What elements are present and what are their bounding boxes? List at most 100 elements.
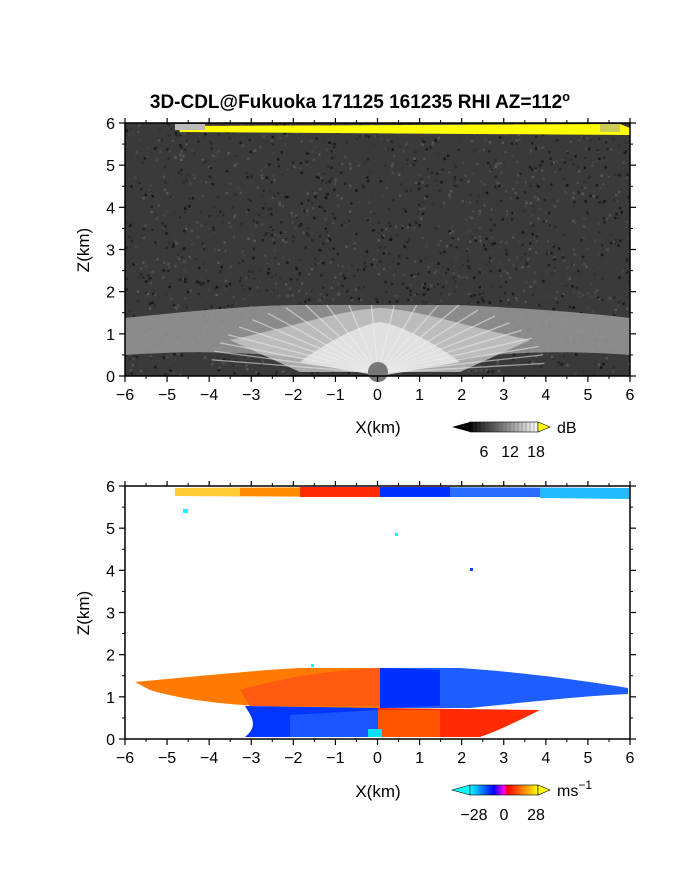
noise-grain (206, 177, 210, 180)
noise-grain (237, 261, 241, 265)
noise-grain (380, 234, 384, 237)
noise-grain (266, 262, 269, 265)
noise-grain (390, 140, 393, 144)
noise-grain (163, 188, 167, 192)
noise-grain (212, 228, 216, 232)
noise-grain (619, 146, 622, 149)
noise-grain (157, 204, 161, 207)
noise-grain (134, 263, 138, 266)
noise-grain (202, 244, 206, 248)
noise-grain (278, 277, 282, 280)
noise-grain (517, 133, 521, 137)
noise-grain (425, 244, 428, 248)
noise-grain (153, 304, 157, 307)
noise-grain (596, 152, 599, 156)
noise-grain (445, 269, 448, 273)
x-tick-label: −4 (200, 750, 218, 767)
noise-grain (264, 254, 267, 257)
noise-grain (591, 164, 594, 167)
noise-grain (624, 171, 628, 174)
noise-grain (422, 207, 426, 210)
noise-grain (144, 291, 148, 295)
beam-ray (214, 350, 379, 374)
noise-grain (306, 227, 310, 230)
noise-grain (314, 151, 317, 154)
noise-grain (547, 151, 551, 154)
noise-grain (624, 141, 628, 145)
noise-grain (245, 171, 248, 175)
noise-grain (315, 175, 318, 179)
noise-grain (150, 210, 153, 214)
noise-grain (611, 370, 615, 373)
noise-grain (422, 293, 426, 296)
noise-grain (604, 141, 608, 144)
noise-grain (622, 161, 625, 164)
noise-grain (215, 142, 218, 145)
noise-grain (326, 222, 329, 225)
noise-grain (155, 158, 159, 162)
noise-grain (238, 280, 242, 283)
reflectivity-colorbar-tick: 12 (501, 444, 519, 461)
noise-grain (489, 165, 492, 168)
noise-grain (498, 136, 502, 139)
noise-grain (421, 212, 425, 215)
noise-grain (599, 187, 602, 190)
noise-grain (541, 146, 545, 149)
noise-grain (392, 198, 395, 202)
noise-grain (167, 134, 171, 137)
noise-grain (596, 195, 599, 199)
noise-grain (178, 278, 182, 281)
noise-grain (566, 364, 569, 367)
noise-grain (544, 140, 547, 143)
noise-grain (144, 264, 148, 268)
noise-grain (286, 294, 290, 297)
noise-grain (480, 271, 484, 274)
noise-grain (571, 285, 574, 288)
noise-grain (366, 179, 370, 183)
noise-grain (207, 227, 211, 230)
noise-grain (460, 178, 463, 182)
noise-grain (504, 280, 508, 284)
noise-grain (578, 274, 581, 278)
noise-grain (265, 232, 268, 235)
noise-grain (512, 358, 515, 361)
noise-grain (533, 151, 537, 155)
noise-grain (130, 257, 134, 260)
x-tick-label: 6 (626, 750, 635, 767)
noise-grain (601, 298, 604, 302)
noise-grain (363, 162, 366, 165)
noise-grain (505, 214, 509, 217)
noise-grain (577, 295, 581, 298)
noise-grain (313, 216, 316, 220)
noise-grain (534, 167, 537, 170)
noise-grain (535, 251, 538, 254)
noise-grain (546, 271, 550, 274)
noise-grain (317, 176, 321, 179)
noise-grain (130, 239, 134, 243)
noise-grain (510, 142, 514, 145)
noise-grain (329, 138, 332, 142)
noise-grain (384, 147, 388, 151)
noise-grain (331, 221, 335, 224)
x-tick-label: 0 (373, 387, 382, 404)
noise-grain (272, 196, 275, 199)
noise-grain (557, 352, 561, 355)
noise-grain (333, 182, 337, 185)
noise-grain (332, 155, 336, 159)
noise-grain (535, 183, 539, 187)
noise-grain (601, 201, 605, 205)
noise-grain (318, 153, 321, 156)
noise-grain (376, 135, 379, 138)
noise-grain (480, 369, 483, 372)
noise-grain (405, 189, 408, 193)
noise-grain (344, 123, 347, 126)
noise-grain (307, 272, 311, 276)
noise-grain (578, 138, 581, 142)
noise-grain (224, 277, 227, 281)
noise-grain (468, 292, 471, 295)
noise-grain (166, 210, 169, 214)
noise-grain (292, 161, 295, 164)
noise-grain (216, 196, 220, 199)
noise-grain (530, 168, 534, 171)
noise-grain (413, 260, 417, 263)
